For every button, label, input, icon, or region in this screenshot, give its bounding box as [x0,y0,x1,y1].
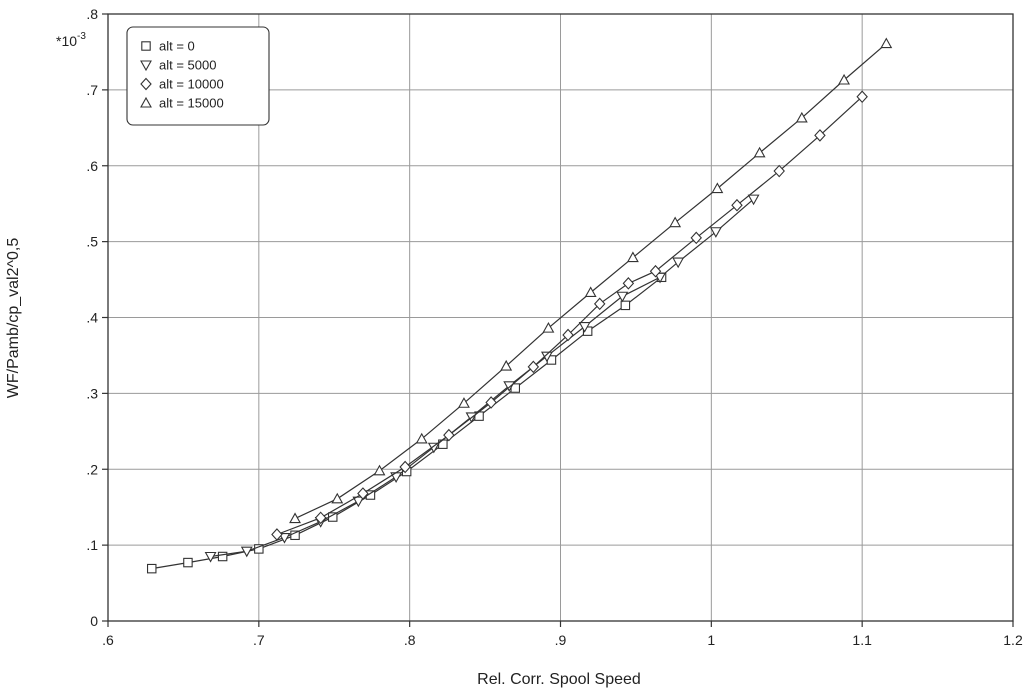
y-tick-label: .7 [86,82,98,98]
data-point [880,37,893,49]
x-tick-label: 1.1 [852,632,872,648]
data-point [620,300,631,311]
data-point [271,528,283,541]
data-point [503,381,516,392]
data-point [584,286,597,298]
data-point [357,487,369,500]
data-point [485,396,497,409]
data-point [314,511,327,525]
y-tick-label: .5 [86,234,98,250]
y-axis-ticks: 0 .1 .2 .3 .4 .5 .6 .7 .8 [86,6,108,629]
y-tick-label: .1 [86,537,98,553]
data-point [399,460,411,474]
data-point [443,428,455,442]
data-point [204,551,217,563]
x-axis-ticks: .6 .7 .8 .9 1 1.1 1.2 [102,621,1023,648]
data-point [709,227,722,238]
legend-marker [140,77,152,91]
series-line [276,96,863,536]
data-point [373,464,386,476]
data-point [278,532,291,544]
data-point [542,321,555,333]
y-tick-label: .4 [86,310,98,326]
legend-marker [140,96,152,108]
data-point [415,432,428,444]
series-4 [289,37,893,524]
data-point [795,111,808,123]
data-point [527,360,540,374]
x-axis-title: Rel. Corr. Spool Speed [477,671,641,688]
data-point [669,216,682,228]
y-tick-label: .2 [86,461,98,477]
data-point [352,496,365,508]
y-axis-multiplier: *10-3 [56,31,86,49]
data-point [578,322,591,333]
data-point [331,492,344,504]
data-point [458,397,470,408]
data-point [814,129,826,142]
x-tick-label: .9 [555,632,567,648]
y-tick-label: 0 [90,613,98,629]
legend-marker [141,41,151,51]
data-point [838,73,851,85]
data-point [622,277,635,290]
data-point [690,231,702,245]
data-point [672,257,685,269]
data-point [562,328,574,342]
legend-label: alt = 15000 [159,96,224,111]
legend-label: alt = 0 [159,39,195,54]
legend: alt = 0 alt = 5000 alt = 10000 alt = 15000 [126,26,270,126]
y-tick-label: .6 [86,158,98,174]
data-point [711,182,724,194]
data-point [753,146,766,158]
data-point [289,512,301,524]
y-multiplier-base: *10 [56,33,77,49]
series-layer [146,37,893,574]
y-axis-title: WF/Pamb/cp_val2^0,5 [5,238,22,399]
legend-marker [140,60,152,72]
data-point [626,251,639,263]
data-point [593,297,606,311]
data-point [616,291,629,303]
data-point [240,546,253,558]
y-tick-label: .3 [86,385,98,401]
x-tick-label: .7 [253,632,265,648]
data-point [773,164,785,178]
series-3 [271,90,868,541]
data-point [146,563,157,574]
y-tick-label: .8 [86,6,98,22]
data-point [747,194,760,206]
x-tick-label: 1.2 [1003,632,1023,648]
y-multiplier-exponent: -3 [77,31,86,42]
data-point [649,264,662,278]
data-point [654,272,666,284]
x-tick-label: 1 [707,632,715,648]
data-point [217,551,228,562]
legend-label: alt = 10000 [159,77,224,92]
legend-label: alt = 5000 [159,58,216,73]
x-tick-label: .6 [102,632,114,648]
data-point [500,359,513,371]
data-point [856,90,868,104]
x-tick-label: .8 [404,632,416,648]
data-point [183,557,193,568]
data-point [731,198,743,212]
legend-box [126,26,270,126]
